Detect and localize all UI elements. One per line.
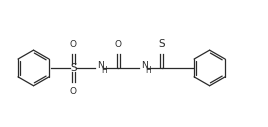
Text: S: S [159, 39, 165, 49]
Text: N: N [141, 61, 148, 70]
Text: O: O [70, 40, 77, 49]
Text: N: N [97, 61, 104, 70]
Text: O: O [70, 87, 77, 96]
Text: H: H [145, 66, 151, 75]
Text: O: O [115, 40, 122, 49]
Text: H: H [101, 66, 107, 75]
Text: S: S [70, 63, 77, 73]
